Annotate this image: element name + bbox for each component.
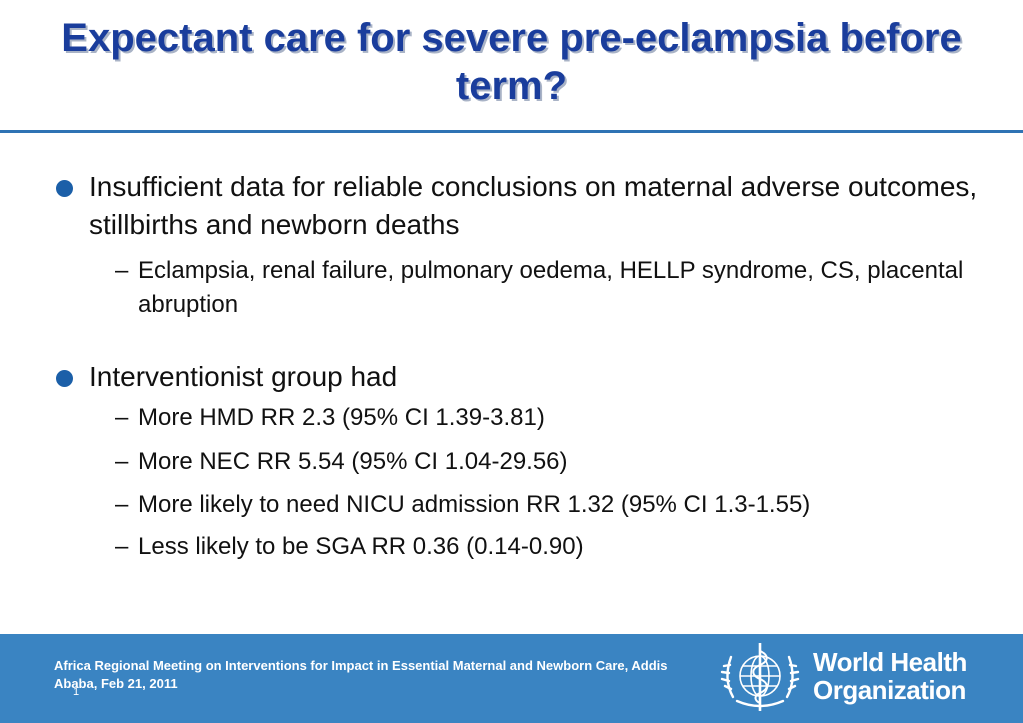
footer-bar: Africa Regional Meeting on Interventions… xyxy=(0,634,1023,723)
bullet-dot-icon xyxy=(56,370,73,387)
sub-bullet-text: More NEC RR 5.54 (95% CI 1.04-29.56) xyxy=(138,448,568,475)
sub-bullet-text: More HMD RR 2.3 (95% CI 1.39-3.81) xyxy=(138,404,545,431)
sub-bullet-dash: – xyxy=(115,491,129,518)
bullet-text: Insufficient data for reliable conclusio… xyxy=(89,171,978,240)
sub-bullet-dash: – xyxy=(115,448,129,475)
sub-bullet-dash: – xyxy=(115,404,129,431)
bullet-dot-icon xyxy=(56,180,73,197)
title-divider xyxy=(0,130,1023,133)
page-number: 1 xyxy=(73,686,80,698)
bullet-text: Interventionist group had xyxy=(89,361,398,392)
slide-title: Expectant care for severe pre-eclampsia … xyxy=(61,16,962,108)
who-logo-line1: World Health xyxy=(813,647,967,677)
sub-bullet-dash: – xyxy=(115,257,129,284)
sub-bullet-dash: – xyxy=(115,533,129,560)
sub-bullet-text: More likely to need NICU admission RR 1.… xyxy=(138,491,811,518)
who-logo-line2: Organization xyxy=(813,675,966,705)
who-emblem-icon xyxy=(720,643,800,711)
sub-bullet-text: Less likely to be SGA RR 0.36 (0.14-0.90… xyxy=(138,533,584,560)
sub-bullet-text: Eclampsia, renal failure, pulmonary oede… xyxy=(138,257,964,318)
who-logo-text: World Health Organization xyxy=(813,648,967,704)
footer-meeting-text: Africa Regional Meeting on Interventions… xyxy=(54,658,668,691)
